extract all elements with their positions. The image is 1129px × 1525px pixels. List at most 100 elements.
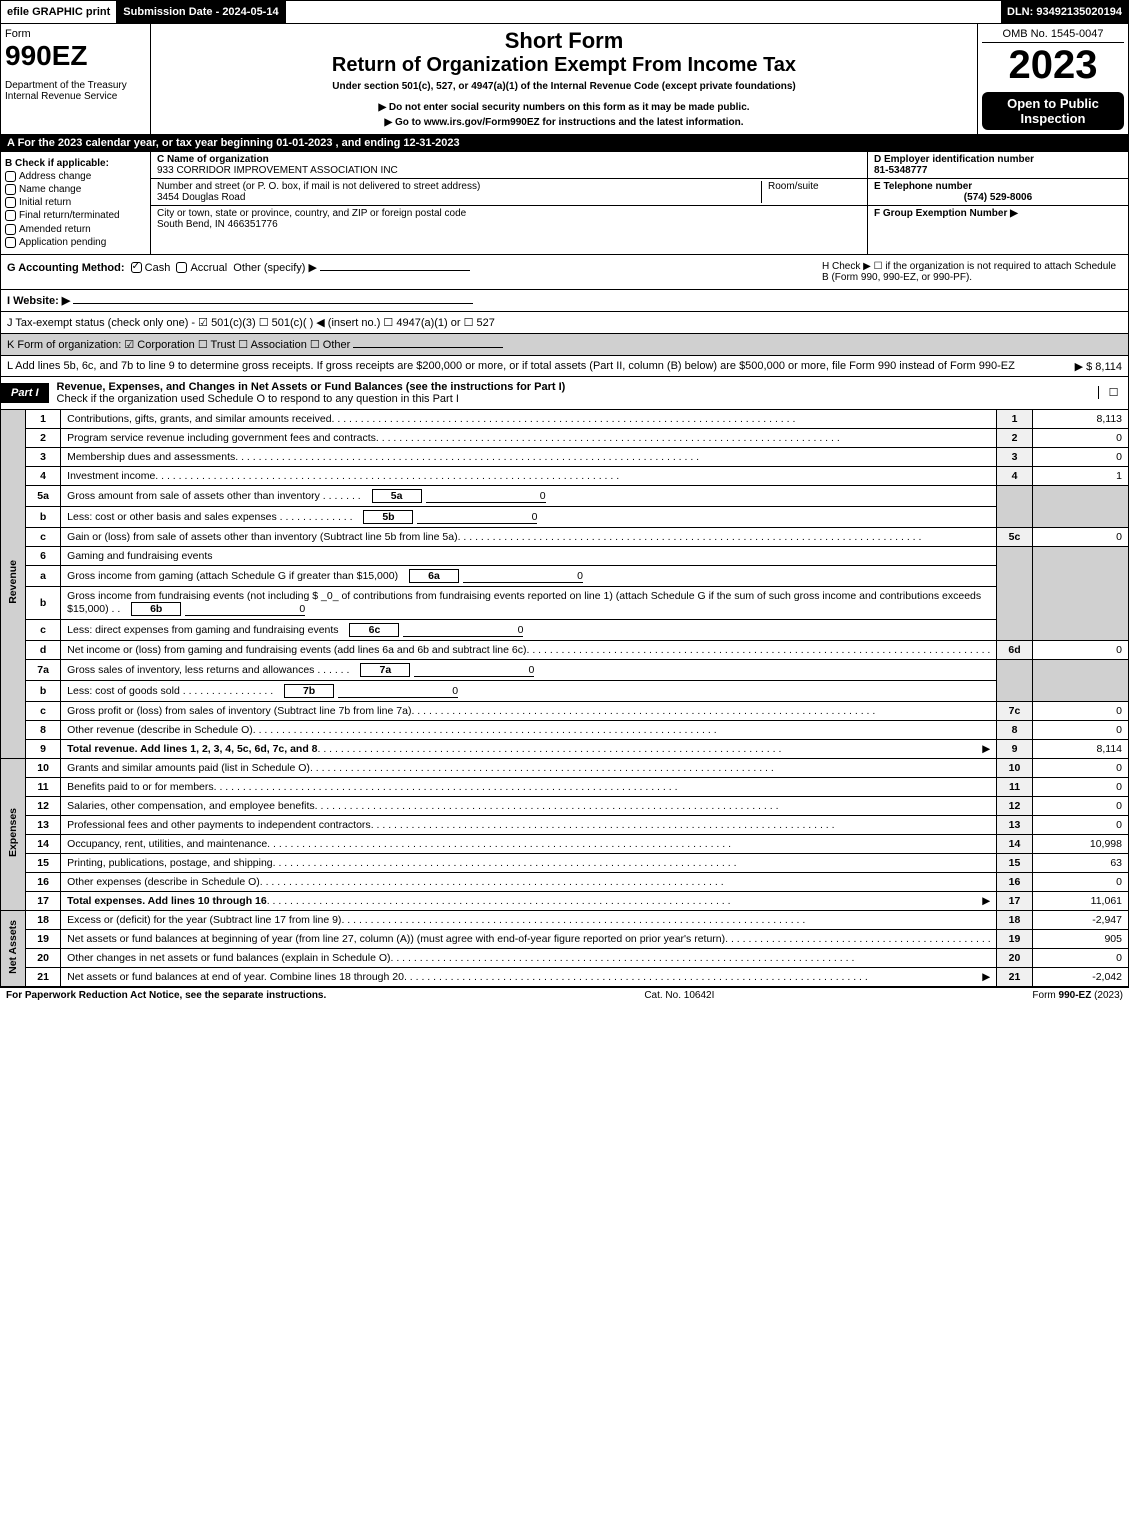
- line-9-amt: 8,114: [1032, 739, 1128, 758]
- row-h: H Check ▶ ☐ if the organization is not r…: [822, 261, 1122, 283]
- row-i: I Website: ▶: [0, 290, 1129, 312]
- line-8-desc: Other revenue (describe in Schedule O): [61, 720, 997, 739]
- line-5ab-ln-shade: [997, 485, 1032, 527]
- checkbox-final-return[interactable]: [5, 210, 16, 221]
- note-link[interactable]: ▶ Go to www.irs.gov/Form990EZ for instru…: [155, 117, 973, 128]
- line-7a-desc: Gross sales of inventory, less returns a…: [61, 659, 997, 680]
- part1-header: Part I Revenue, Expenses, and Changes in…: [0, 377, 1129, 410]
- line-6d-amt: 0: [1032, 640, 1128, 659]
- title-short-form: Short Form: [155, 28, 973, 54]
- efile-print-button[interactable]: efile GRAPHIC print: [1, 1, 117, 23]
- label-initial-return: Initial return: [19, 197, 71, 208]
- part1-checkbox[interactable]: ☐: [1098, 386, 1128, 399]
- inspection-badge: Open to Public Inspection: [982, 92, 1124, 130]
- omb-number: OMB No. 1545-0047: [982, 28, 1124, 43]
- section-bcd: B Check if applicable: Address change Na…: [0, 152, 1129, 255]
- line-17-desc: Total expenses. Add lines 10 through 16 …: [61, 891, 997, 910]
- line-8-ln: 8: [997, 720, 1032, 739]
- checkbox-cash[interactable]: [131, 262, 142, 273]
- department: Department of the Treasury Internal Reve…: [5, 80, 146, 102]
- subtitle: Under section 501(c), 527, or 4947(a)(1)…: [155, 81, 973, 92]
- checkbox-name-change[interactable]: [5, 184, 16, 195]
- part1-label: Part I: [1, 383, 49, 403]
- row-l: L Add lines 5b, 6c, and 7b to line 9 to …: [0, 356, 1129, 377]
- line-1-num: 1: [26, 410, 61, 429]
- checkbox-amended[interactable]: [5, 224, 16, 235]
- line-18-amt: -2,947: [1032, 910, 1128, 929]
- col-b-label: B Check if applicable:: [5, 158, 146, 169]
- org-name-label: C Name of organization: [157, 154, 861, 165]
- line-15-amt: 63: [1032, 853, 1128, 872]
- line-21-num: 21: [26, 967, 61, 986]
- checkbox-address-change[interactable]: [5, 171, 16, 182]
- line-19-ln: 19: [997, 929, 1032, 948]
- line-5c-desc: Gain or (loss) from sale of assets other…: [61, 527, 997, 546]
- line-14-amt: 10,998: [1032, 834, 1128, 853]
- form-header: Form 990EZ Department of the Treasury In…: [0, 24, 1129, 135]
- line-10-desc: Grants and similar amounts paid (list in…: [61, 758, 997, 777]
- line-12-num: 12: [26, 796, 61, 815]
- line-9-ln: 9: [997, 739, 1032, 758]
- line-1-desc: Contributions, gifts, grants, and simila…: [61, 410, 997, 429]
- checkbox-accrual[interactable]: [176, 262, 187, 273]
- line-11-amt: 0: [1032, 777, 1128, 796]
- line-7ab-amt-shade: [1032, 659, 1128, 701]
- line-3-desc: Membership dues and assessments: [61, 447, 997, 466]
- line-15-desc: Printing, publications, postage, and shi…: [61, 853, 997, 872]
- checkbox-initial-return[interactable]: [5, 197, 16, 208]
- line-11-desc: Benefits paid to or for members: [61, 777, 997, 796]
- line-10-num: 10: [26, 758, 61, 777]
- row-l-text: L Add lines 5b, 6c, and 7b to line 9 to …: [7, 360, 1015, 372]
- label-pending: Application pending: [19, 237, 106, 248]
- footer-center: Cat. No. 10642I: [644, 990, 714, 1001]
- tax-year: 2023: [982, 43, 1124, 88]
- line-20-num: 20: [26, 948, 61, 967]
- label-cash: Cash: [145, 262, 171, 274]
- line-7a-num: 7a: [26, 659, 61, 680]
- line-4-desc: Investment income: [61, 466, 997, 485]
- line-6b-desc: Gross income from fundraising events (no…: [61, 586, 997, 619]
- column-c: C Name of organization 933 CORRIDOR IMPR…: [151, 152, 868, 254]
- line-2-desc: Program service revenue including govern…: [61, 428, 997, 447]
- expenses-label: Expenses: [1, 758, 26, 910]
- netassets-label: Net Assets: [1, 910, 26, 986]
- line-7b-num: b: [26, 680, 61, 701]
- checkbox-pending[interactable]: [5, 237, 16, 248]
- line-4-amt: 1: [1032, 466, 1128, 485]
- line-16-amt: 0: [1032, 872, 1128, 891]
- city-value: South Bend, IN 466351776: [157, 219, 861, 230]
- line-6-ln-shade: [997, 546, 1032, 640]
- part1-title: Revenue, Expenses, and Changes in Net As…: [57, 381, 566, 393]
- line-2-num: 2: [26, 428, 61, 447]
- line-6c-num: c: [26, 619, 61, 640]
- footer-right: Form 990-EZ (2023): [1032, 990, 1123, 1001]
- form-of-org: K Form of organization: ☑ Corporation ☐ …: [7, 339, 350, 351]
- line-7c-amt: 0: [1032, 701, 1128, 720]
- room-label: Room/suite: [768, 181, 861, 192]
- line-4-num: 4: [26, 466, 61, 485]
- label-amended: Amended return: [19, 224, 91, 235]
- line-5b-num: b: [26, 506, 61, 527]
- form-number: 990EZ: [5, 40, 146, 72]
- tel-label: E Telephone number: [874, 181, 1122, 192]
- line-6-amt-shade: [1032, 546, 1128, 640]
- line-3-ln: 3: [997, 447, 1032, 466]
- org-name: 933 CORRIDOR IMPROVEMENT ASSOCIATION INC: [157, 165, 861, 176]
- line-5c-amt: 0: [1032, 527, 1128, 546]
- line-14-ln: 14: [997, 834, 1032, 853]
- line-11-num: 11: [26, 777, 61, 796]
- footer-left: For Paperwork Reduction Act Notice, see …: [6, 990, 326, 1001]
- line-14-num: 14: [26, 834, 61, 853]
- column-d: D Employer identification number 81-5348…: [868, 152, 1128, 254]
- revenue-label: Revenue: [1, 410, 26, 759]
- line-21-ln: 21: [997, 967, 1032, 986]
- line-6a-desc: Gross income from gaming (attach Schedul…: [61, 565, 997, 586]
- line-3-amt: 0: [1032, 447, 1128, 466]
- line-9-desc: Total revenue. Add lines 1, 2, 3, 4, 5c,…: [61, 739, 997, 758]
- line-18-desc: Excess or (deficit) for the year (Subtra…: [61, 910, 997, 929]
- line-5c-ln: 5c: [997, 527, 1032, 546]
- line-5b-desc: Less: cost or other basis and sales expe…: [61, 506, 997, 527]
- line-2-amt: 0: [1032, 428, 1128, 447]
- label-final-return: Final return/terminated: [19, 211, 120, 222]
- label-address-change: Address change: [19, 171, 91, 182]
